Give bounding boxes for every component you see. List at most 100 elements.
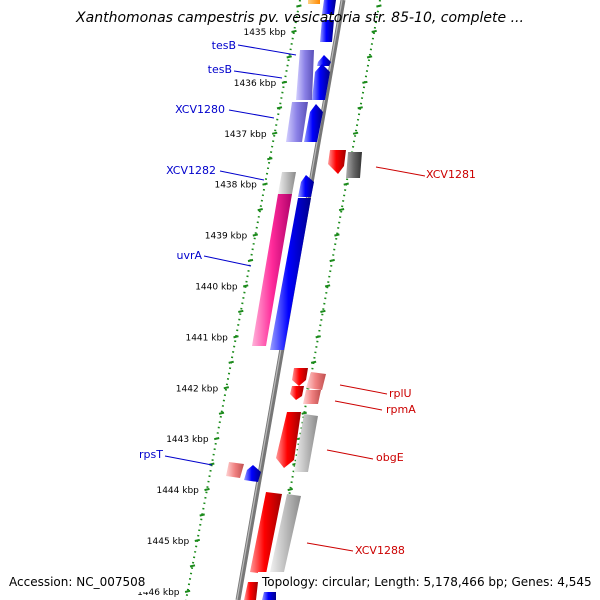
gene-rplU-red[interactable] xyxy=(292,368,308,386)
kbp-tick-label: 1442 kbp xyxy=(176,384,219,394)
footer-backdrop-right xyxy=(258,572,594,592)
accession-text: Accession: NC_007508 xyxy=(9,575,145,589)
kbp-tick-label: 1435 kbp xyxy=(243,28,286,38)
kbp-tick-label: 1436 kbp xyxy=(234,79,277,89)
topology-text: Topology: circular; Length: 5,178,466 bp… xyxy=(261,575,592,589)
left-ruler-dash xyxy=(291,29,297,33)
gene-rpsT-salmon[interactable] xyxy=(226,462,244,478)
label-xcv1288[interactable]: XCV1288 xyxy=(355,544,405,557)
footer-backdrop-left xyxy=(6,572,148,592)
gene-bottom-red[interactable] xyxy=(244,582,258,600)
kbp-tick-label: 1444 kbp xyxy=(156,486,199,496)
right-ruler-dash xyxy=(320,309,326,313)
left-ruler-dash xyxy=(262,182,268,186)
right-ruler-dash xyxy=(310,360,317,364)
gene-rpsT-blue[interactable] xyxy=(244,465,261,482)
right-ruler-dash xyxy=(357,106,363,110)
gene-uvrA-blue[interactable] xyxy=(270,198,311,350)
label-tesB-2[interactable]: tesB xyxy=(208,63,232,76)
left-ruler-dash xyxy=(238,309,244,313)
gene-top-blue[interactable] xyxy=(322,0,336,14)
left-ruler-dash xyxy=(267,157,273,161)
left-ruler-dash xyxy=(257,208,263,212)
kbp-tick-label: 1438 kbp xyxy=(214,181,257,191)
gene-xcv1288-grey[interactable] xyxy=(270,494,301,572)
label-xcv1281[interactable]: XCV1281 xyxy=(426,168,476,181)
gene-xcv1282-blue[interactable] xyxy=(298,175,314,197)
gene-xcv1281-red[interactable] xyxy=(328,150,346,174)
left-ruler-dash xyxy=(223,386,230,390)
left-ruler-dash xyxy=(233,335,239,339)
kbp-tick-label: 1437 kbp xyxy=(224,130,267,140)
left-ruler-dash xyxy=(228,360,234,364)
gene-uvrA-pink[interactable] xyxy=(252,194,292,346)
kbp-tick-labels: 1435 kbp 1436 kbp 1437 kbp 1438 kbp 1439 kbp… xyxy=(137,28,286,598)
left-ruler-dash xyxy=(247,258,254,263)
gene-tesB-b-blue[interactable] xyxy=(312,64,330,100)
gene-rpmA-red[interactable] xyxy=(290,386,304,400)
label-tesB-1[interactable]: tesB xyxy=(212,39,236,52)
left-ruler-dash xyxy=(271,131,278,135)
right-ruler-dash xyxy=(371,29,377,33)
gene-tesB-a-blue[interactable] xyxy=(317,55,331,66)
kbp-tick-label: 1446 kbp xyxy=(137,588,180,598)
gene-xcv1288-red[interactable] xyxy=(250,492,282,574)
kbp-tick-label: 1441 kbp xyxy=(185,333,228,343)
left-ruler-dash xyxy=(184,589,191,593)
right-ruler-dash xyxy=(334,233,340,237)
right-ruler-dash xyxy=(287,487,293,492)
right-ruler-dash xyxy=(366,55,373,59)
left-ruler-dash xyxy=(242,284,249,288)
gene-xcv1281-dark[interactable] xyxy=(346,152,362,178)
reverse-gene-features xyxy=(250,150,362,574)
label-rpmA[interactable]: rpmA xyxy=(386,403,416,416)
left-ruler-dash xyxy=(281,80,288,84)
right-ruler-dash xyxy=(329,258,335,263)
gene-features xyxy=(226,0,336,600)
right-label-leaders xyxy=(306,166,426,552)
left-ruler-dash xyxy=(189,564,196,568)
label-uvrA[interactable]: uvrA xyxy=(176,249,202,262)
left-ruler-dash xyxy=(213,437,220,441)
label-obgE[interactable]: obgE xyxy=(376,451,404,464)
gene-tesB-a-purple[interactable] xyxy=(296,50,314,100)
right-ruler-dash xyxy=(315,335,321,339)
gene-rpmA-salmon[interactable] xyxy=(303,390,321,404)
map-title: Xanthomonas campestris pv. vesicatoria s… xyxy=(75,10,524,26)
left-ruler-dash xyxy=(204,487,210,492)
left-ruler-dash xyxy=(194,538,201,542)
gene-xcv1280-purple[interactable] xyxy=(286,102,308,142)
gene-top-blue-2[interactable] xyxy=(320,20,334,42)
kbp-tick-label: 1440 kbp xyxy=(195,283,238,293)
left-ruler-dash xyxy=(296,4,302,8)
right-ruler-dash xyxy=(301,411,307,415)
right-ruler-dash xyxy=(362,80,368,84)
left-ruler-dash xyxy=(218,411,225,415)
right-ruler-dash xyxy=(338,208,345,212)
gene-rplU-salmon[interactable] xyxy=(306,372,326,390)
left-ruler-dash xyxy=(252,233,259,237)
right-ruler-dash xyxy=(376,4,382,8)
left-label-leaders xyxy=(164,44,297,466)
kbp-tick-label: 1445 kbp xyxy=(147,537,190,547)
right-ruler-dash xyxy=(343,182,349,186)
left-ruler-dash xyxy=(199,513,205,517)
gene-obgE-red[interactable] xyxy=(276,412,301,468)
right-ruler-dash xyxy=(352,131,359,135)
left-ruler-dash xyxy=(276,106,283,110)
right-ruler-dash xyxy=(324,284,331,288)
gene-obgE-grey[interactable] xyxy=(294,414,318,472)
gene-xcv1280-blue[interactable] xyxy=(304,104,323,142)
left-ruler-dash xyxy=(286,55,292,59)
label-rplU[interactable]: rplU xyxy=(389,387,412,400)
gene-bottom-blue[interactable] xyxy=(262,592,276,600)
label-rpsT[interactable]: rpsT xyxy=(139,448,163,461)
gene-orange[interactable] xyxy=(308,0,320,4)
gene-xcv1282-grey[interactable] xyxy=(278,172,296,194)
label-xcv1282[interactable]: XCV1282 xyxy=(166,164,216,177)
label-xcv1280[interactable]: XCV1280 xyxy=(175,103,225,116)
kbp-tick-label: 1443 kbp xyxy=(166,435,209,445)
kbp-tick-label: 1439 kbp xyxy=(205,232,248,242)
